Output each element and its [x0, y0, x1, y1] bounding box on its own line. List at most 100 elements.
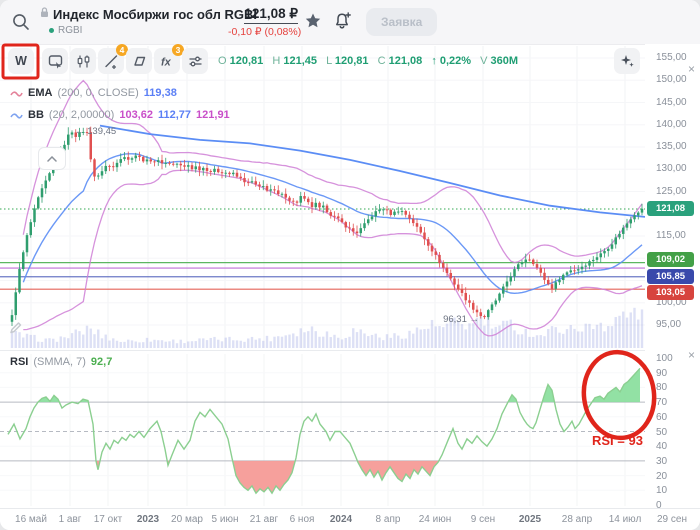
- collapse-pane-button[interactable]: [38, 147, 66, 170]
- rsi-line: [7, 367, 641, 495]
- rsi-chart-canvas[interactable]: [0, 352, 645, 508]
- indicators-count-badge: 3: [172, 44, 184, 56]
- search-icon: [13, 14, 29, 30]
- chart-type-button[interactable]: [70, 48, 96, 74]
- svg-text:fx: fx: [161, 56, 172, 68]
- price-chart-canvas[interactable]: ← 139,45 96,31 →: [0, 44, 645, 350]
- price-tick: 100,00: [656, 296, 687, 308]
- rsi-tick: 90: [656, 367, 668, 379]
- price-badge: 103,05: [647, 284, 694, 300]
- sparkle-icon: [621, 55, 634, 67]
- rsi-grid-layer: [0, 354, 645, 506]
- price-tick: 140,00: [656, 118, 687, 130]
- instrument-block[interactable]: Индекс Мосбиржи гос обл RGBI RGBI: [40, 5, 257, 36]
- rsi-tick: 10: [656, 485, 668, 497]
- ticker-status-dot: [49, 28, 54, 33]
- ohlc-readout: O 120,81 H 121,45 L 120,81 C 121,08 ↑ 0,…: [218, 55, 519, 67]
- rsi-tick: 30: [656, 455, 668, 467]
- rsi-tick: 40: [656, 441, 668, 453]
- x-axis-label: 2025: [518, 514, 542, 525]
- price-badge: 121,08: [647, 201, 694, 217]
- bell-plus-icon: [336, 12, 351, 29]
- high-label: ← 139,45: [75, 126, 116, 137]
- chart-settings-button[interactable]: [42, 48, 68, 74]
- time-axis[interactable]: 16 май 1 авг 17 окт 2023 20 мар 5 июн 21 авг 6 …: [0, 508, 700, 530]
- x-axis-label: 5 июн: [211, 514, 239, 525]
- candles-layer: [10, 126, 644, 326]
- price-axis[interactable]: 155,00 150,00 145,00 140,00 135,00 130,00 125,…: [645, 44, 700, 511]
- indicators-button[interactable]: fx 3: [154, 44, 184, 74]
- x-axis-label: 2024: [329, 514, 353, 525]
- pencil-icon: [10, 322, 22, 334]
- favorite-star-button[interactable]: [303, 11, 327, 35]
- rsi-tick: 70: [656, 397, 668, 409]
- low-label: 96,31 →: [443, 314, 479, 325]
- x-axis-label: 29 сен: [657, 514, 687, 525]
- price-tick: 135,00: [656, 141, 687, 152]
- price-tick: 95,00: [656, 319, 682, 330]
- level-lines-layer: [0, 208, 645, 290]
- x-axis-label: 8 апр: [375, 514, 401, 525]
- draw-watermark-button[interactable]: [8, 320, 23, 340]
- close-main-pane-button[interactable]: ×: [688, 62, 696, 76]
- legend-ema[interactable]: EMA (200, 0, CLOSE) 119,38: [10, 87, 177, 99]
- display-settings-button[interactable]: [182, 48, 208, 74]
- x-axis-label: 20 мар: [171, 514, 203, 525]
- shapes-button[interactable]: [126, 48, 152, 74]
- trend-line-icon: [104, 54, 117, 69]
- price-badge: 109,02: [647, 252, 694, 268]
- ticker-label: RGBI: [58, 25, 83, 36]
- drawing-tools-button[interactable]: 4: [98, 44, 128, 74]
- lock-icon: [40, 5, 49, 23]
- x-axis-label: 17 окт: [93, 514, 123, 525]
- price-tick: 155,00: [656, 52, 687, 63]
- order-button[interactable]: Заявка: [366, 8, 438, 36]
- x-axis-label: 28 апр: [561, 514, 593, 525]
- sliders-icon: [189, 56, 201, 66]
- rsi-tick: 60: [656, 411, 668, 423]
- legend-rsi[interactable]: RSI (SMMA, 7) 92,7: [10, 356, 113, 368]
- current-price[interactable]: 121,08 ₽: [244, 6, 298, 24]
- chart-toolbar: W 4: [0, 44, 645, 76]
- search-button[interactable]: [10, 11, 34, 35]
- drawings-count-badge: 4: [116, 44, 128, 56]
- instrument-title: Индекс Мосбиржи гос обл RGBI: [53, 6, 257, 22]
- close-rsi-pane-button[interactable]: ×: [688, 348, 696, 362]
- shape-icon: [134, 56, 146, 66]
- price-tick: 150,00: [656, 74, 687, 86]
- timeframe-button[interactable]: W: [8, 48, 34, 74]
- bollinger-layer: [22, 79, 643, 337]
- x-axis-label: 1 авг: [58, 514, 82, 525]
- rsi-tick: 0: [656, 500, 662, 511]
- x-axis-label: 2023: [136, 514, 160, 525]
- x-axis-label: 9 сен: [470, 514, 496, 525]
- price-badge: 105,85: [647, 269, 694, 285]
- ai-assistant-button[interactable]: [614, 48, 640, 74]
- star-icon: [305, 13, 321, 28]
- rsi-tick: 50: [656, 426, 668, 438]
- price-tick: 145,00: [656, 96, 687, 108]
- fx-icon: fx: [161, 56, 172, 68]
- rsi-tick: 20: [656, 470, 668, 482]
- panel-icon: [48, 54, 62, 69]
- legend-bb[interactable]: BB (20, 2,00000) 103,62 112,77 121,91: [10, 109, 230, 121]
- rsi-tick: 100: [656, 353, 673, 364]
- price-tick: 130,00: [656, 163, 687, 175]
- volume-layer: [10, 307, 644, 348]
- x-axis-label: 21 авг: [249, 514, 279, 525]
- price-tick: 115,00: [656, 230, 686, 241]
- ema-line: [99, 124, 645, 218]
- alert-bell-button[interactable]: [332, 11, 356, 35]
- candles-icon: [77, 55, 89, 67]
- bb-squiggle-icon: [10, 112, 23, 119]
- x-axis-label: 16 май: [15, 514, 47, 525]
- x-axis-label: 14 июл: [608, 514, 642, 525]
- chevron-up-icon: [47, 155, 57, 162]
- price-change: -0,10 ₽ (0,08%): [228, 26, 302, 38]
- header: Индекс Мосбиржи гос обл RGBI RGBI 121,08…: [0, 0, 700, 45]
- x-axis-label: 24 июн: [418, 514, 452, 525]
- x-axis-label: 6 ноя: [289, 514, 315, 525]
- pane-divider[interactable]: [0, 350, 700, 351]
- price-tick: 125,00: [656, 185, 687, 197]
